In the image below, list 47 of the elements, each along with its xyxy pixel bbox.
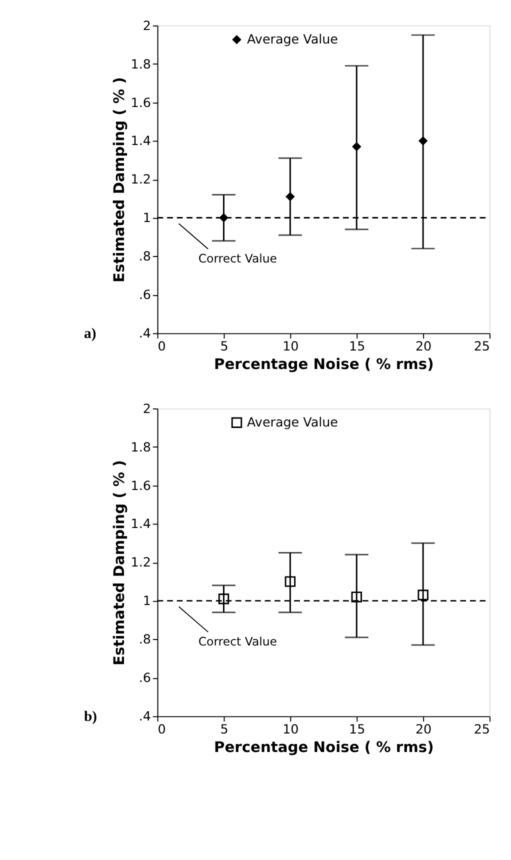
- y-tick-label: 1: [142, 210, 151, 226]
- y-tick-label: 1.6: [130, 94, 151, 110]
- x-tick-label: 10: [282, 721, 299, 736]
- x-tick-label: 25: [474, 338, 490, 354]
- point: [218, 594, 230, 604]
- point: [352, 142, 362, 152]
- point: [418, 590, 428, 600]
- y-axis-title: Estimated Damping ( % ): [110, 460, 128, 666]
- y-tick-label: 1: [142, 593, 151, 608]
- x-axis-title: Percentage Noise ( % rms): [214, 738, 434, 756]
- y-tick-label: .8: [138, 632, 151, 647]
- x-tick-label: 15: [349, 721, 366, 736]
- y-tick-label: 1.4: [130, 516, 151, 532]
- point: [286, 192, 295, 202]
- text: a): [84, 326, 96, 342]
- y-tick-label: 2: [142, 400, 151, 416]
- x-tick-label: 5: [220, 721, 228, 736]
- x-tick-label: 10: [282, 338, 299, 354]
- legend-label: Average Value: [247, 32, 338, 47]
- ref-line-label: Correct Value: [198, 252, 278, 266]
- y-axis-title: Estimated Damping ( % ): [110, 77, 128, 283]
- y-tick-label: 1.2: [130, 554, 151, 570]
- text: b): [84, 709, 98, 726]
- y-tick-label: .4: [138, 708, 151, 724]
- ref-line-label: Correct Value: [198, 634, 278, 649]
- point: [418, 136, 428, 146]
- x-tick-label: 25: [474, 721, 490, 736]
- y-tick-label: .6: [138, 670, 151, 686]
- y-tick-label: 2: [142, 18, 151, 33]
- x-tick-label: 5: [220, 338, 228, 354]
- y-tick-label: 1.8: [130, 439, 151, 454]
- point: [351, 592, 362, 602]
- x-tick-label: 20: [415, 338, 432, 354]
- x-axis-title: Percentage Noise ( % rms): [214, 356, 434, 373]
- y-tick-label: .8: [138, 248, 151, 264]
- point: [284, 576, 296, 587]
- y-tick-label: 1.6: [130, 478, 151, 493]
- y-tick-label: 1.4: [130, 133, 151, 148]
- x-tick-label: 15: [349, 338, 366, 354]
- y-tick-label: .4: [138, 326, 151, 341]
- y-tick-label: 1.2: [130, 172, 151, 187]
- x-tick-label: 0: [158, 721, 166, 736]
- y-tick-label: 1.8: [130, 56, 151, 72]
- x-tick-label: 0: [158, 338, 166, 354]
- y-tick-label: .6: [138, 287, 151, 302]
- legend-label: Average Value: [247, 414, 338, 430]
- x-tick-label: 20: [415, 721, 432, 736]
